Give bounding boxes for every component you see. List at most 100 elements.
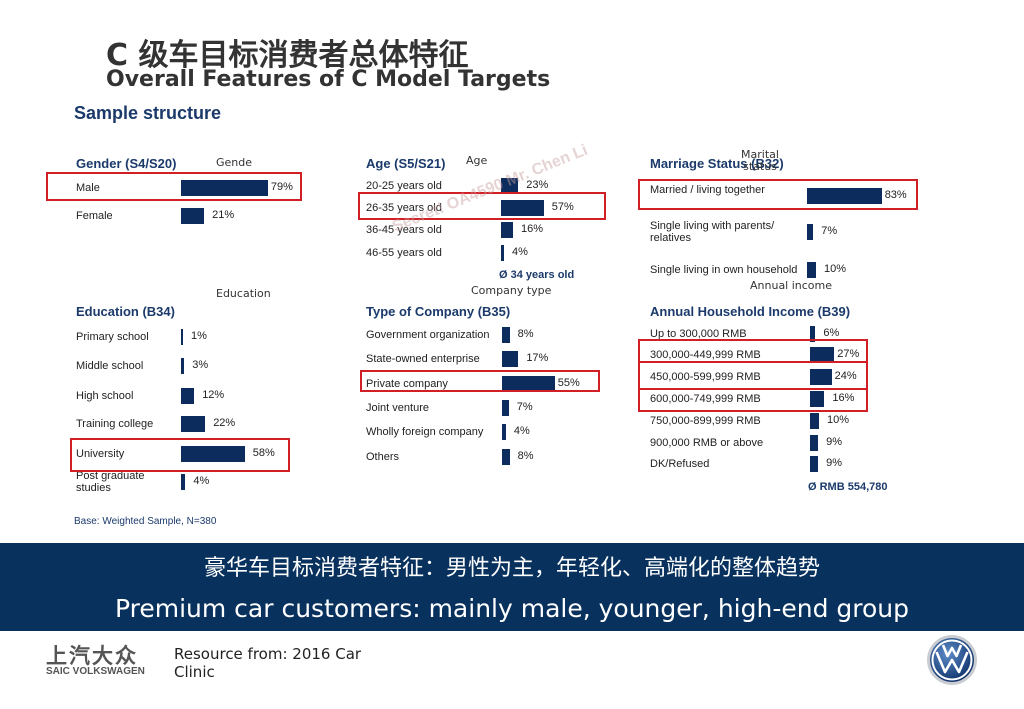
bar xyxy=(181,208,205,224)
chart-row: 46-55 years old 4% xyxy=(366,243,646,263)
category-label: Married / living together xyxy=(650,184,765,196)
age-chart-title: Age (S5/S21) xyxy=(366,156,446,171)
bar xyxy=(502,351,519,367)
category-label: Single living with parents/ relatives xyxy=(650,220,775,244)
chart-row: Wholly foreign company 4% xyxy=(366,422,646,442)
saic-vw-logo: 上汽大众 SAIC VOLKSWAGEN xyxy=(46,640,156,680)
category-label: 46-55 years old xyxy=(366,247,442,259)
chart-row: Married / living together 83% xyxy=(650,184,930,206)
data-label: 1% xyxy=(191,330,207,342)
bar xyxy=(810,347,835,363)
company-chart: Type of Company (B35) Company type Governm… xyxy=(360,285,646,504)
marriage-chart-title: Marriage Status (B32) xyxy=(650,156,784,171)
category-label: 26-35 years old xyxy=(366,202,442,214)
data-label: 16% xyxy=(832,392,855,404)
category-label: Government organization xyxy=(366,329,490,341)
chart-row: Female 21% xyxy=(76,206,356,226)
category-label: High school xyxy=(76,390,134,402)
vw-logo-icon xyxy=(927,635,977,685)
category-label: University xyxy=(76,448,125,460)
marriage-chart: Marriage Status (B32) Marital status Marri… xyxy=(638,149,930,356)
data-label: 9% xyxy=(826,436,842,448)
bar xyxy=(810,456,819,472)
category-label: Middle school xyxy=(76,360,144,372)
bar xyxy=(501,178,519,194)
chart-row: Post graduate studies 4% xyxy=(76,470,356,494)
chart-row: Others 8% xyxy=(366,447,646,467)
data-label: 7% xyxy=(821,225,838,237)
bar xyxy=(810,326,816,342)
sample-structure-heading: Sample structure xyxy=(74,103,222,123)
category-label: Training college xyxy=(76,418,154,430)
age-chart: Age (S5/S21) Age 20-25 years old 23% 26-35 y… xyxy=(358,154,646,356)
data-label: 22% xyxy=(213,417,236,429)
data-label: 10% xyxy=(824,263,847,275)
data-label: 57% xyxy=(551,201,574,213)
chart-row: Single living with parents/ relatives 7% xyxy=(650,220,930,244)
chart-row: Joint venture 7% xyxy=(366,398,646,418)
category-label: Others xyxy=(366,451,400,463)
bar xyxy=(502,400,509,416)
bar xyxy=(181,446,245,462)
chart-row: Primary school 1% xyxy=(76,327,356,347)
age-small-label: Age xyxy=(466,154,488,167)
data-label: 27% xyxy=(837,348,860,360)
category-label: Wholly foreign company xyxy=(366,426,484,438)
data-label: 21% xyxy=(212,209,235,221)
chart-row: Middle school 3% xyxy=(76,356,356,376)
bar xyxy=(502,449,510,465)
data-label: 4% xyxy=(512,246,528,258)
resource-note: Resource from: 2016 Car Clinic xyxy=(174,645,362,681)
category-label: 450,000-599,999 RMB xyxy=(650,371,761,383)
chart-row: State-owned enterprise 17% xyxy=(366,349,646,369)
income-small-label: Annual income xyxy=(750,279,833,292)
marriage-small-label: Marital status xyxy=(741,148,779,173)
category-label: Male xyxy=(76,182,100,194)
category-label: 20-25 years old xyxy=(366,180,442,192)
highlight-box xyxy=(638,361,868,412)
data-label: 10% xyxy=(827,414,850,426)
bar xyxy=(810,435,819,451)
banner-text-en: Premium car customers: mainly male, youn… xyxy=(114,594,910,623)
company-small-label: Company type xyxy=(471,284,552,297)
category-label: State-owned enterprise xyxy=(366,353,480,365)
education-small-label: Education xyxy=(216,287,271,300)
data-label: 8% xyxy=(517,328,534,340)
data-label: 83% xyxy=(884,189,907,201)
data-label: 79% xyxy=(270,181,293,193)
slide-title-en: Overall Features of C Model Targets xyxy=(106,67,551,92)
slide-title-cn: C 级车目标消费者总体特征 xyxy=(106,38,469,73)
data-label: 12% xyxy=(202,389,225,401)
category-label: Private company xyxy=(366,378,448,390)
bar xyxy=(502,424,506,440)
bar xyxy=(181,358,185,374)
data-label: 4% xyxy=(193,475,210,487)
bar xyxy=(181,416,206,432)
data-label: 23% xyxy=(526,179,549,191)
gender-small-label: Gende xyxy=(216,156,253,169)
chart-row: 600,000-749,999 RMB 16% xyxy=(650,389,930,409)
logo-text-en: SAIC VOLKSWAGEN xyxy=(46,666,145,677)
gender-chart-title: Gender (S4/S20) xyxy=(76,156,177,171)
bar xyxy=(810,413,819,429)
bar xyxy=(181,474,186,490)
category-label: Primary school xyxy=(76,331,149,343)
highlight-box xyxy=(360,370,600,392)
bar xyxy=(807,224,814,240)
bar xyxy=(502,327,510,343)
data-label: 7% xyxy=(516,401,533,413)
highlight-box xyxy=(46,172,302,201)
base-note: Base: Weighted Sample, N=380 xyxy=(74,516,217,527)
category-label: 750,000-899,999 RMB xyxy=(650,415,761,427)
age-average: Ø 34 years old xyxy=(499,269,575,281)
bar xyxy=(501,222,513,238)
category-label: 300,000-449,999 RMB xyxy=(650,349,761,361)
bar xyxy=(502,376,555,392)
category-label: DK/Refused xyxy=(650,458,710,470)
highlight-box xyxy=(70,438,290,472)
education-chart: Education (B34) Education Primary school 1%… xyxy=(70,288,356,504)
chart-row: University 58% xyxy=(76,444,356,464)
category-label: Post graduate studies xyxy=(76,470,145,494)
chart-row: 26-35 years old 57% xyxy=(366,198,646,218)
category-label: 36-45 years old xyxy=(366,224,442,236)
